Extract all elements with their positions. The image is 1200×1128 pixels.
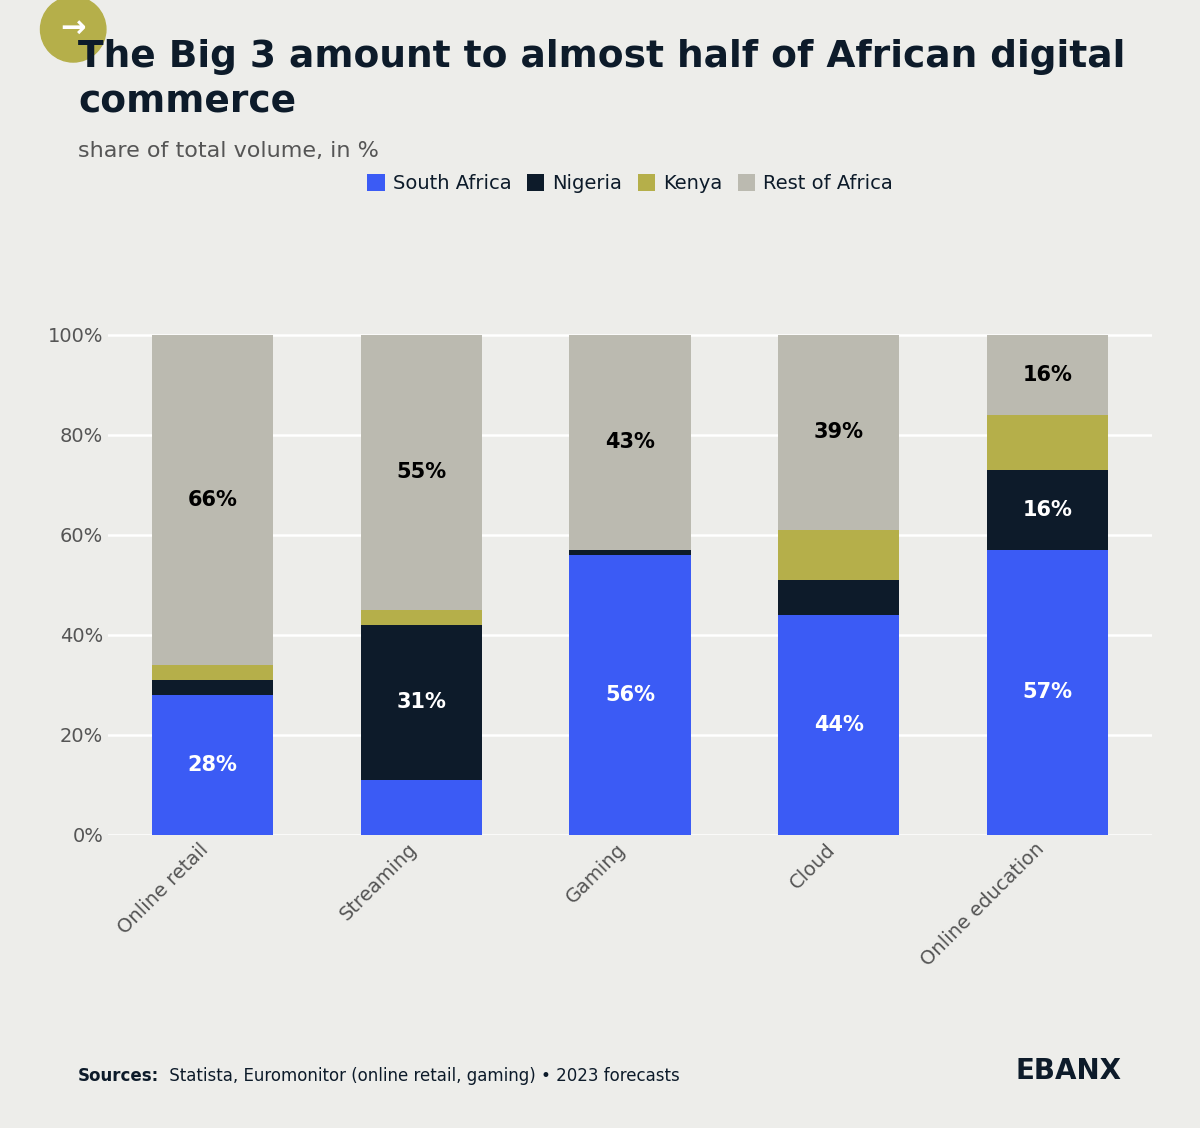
Bar bbox=[152, 680, 272, 695]
Bar bbox=[779, 335, 899, 530]
Bar bbox=[570, 335, 690, 549]
Bar bbox=[779, 580, 899, 615]
Text: 31%: 31% bbox=[396, 693, 446, 712]
Bar bbox=[570, 555, 690, 835]
Bar bbox=[152, 335, 272, 664]
Bar bbox=[570, 549, 690, 555]
Text: 55%: 55% bbox=[396, 462, 446, 482]
Text: EBANX: EBANX bbox=[1016, 1057, 1122, 1085]
Text: 16%: 16% bbox=[1022, 364, 1073, 385]
Legend: South Africa, Nigeria, Kenya, Rest of Africa: South Africa, Nigeria, Kenya, Rest of Af… bbox=[360, 166, 900, 201]
Text: share of total volume, in %: share of total volume, in % bbox=[78, 141, 379, 161]
Text: 16%: 16% bbox=[1022, 500, 1073, 520]
Bar bbox=[361, 625, 481, 779]
Text: 57%: 57% bbox=[1022, 682, 1073, 702]
Bar bbox=[361, 779, 481, 835]
Text: 56%: 56% bbox=[605, 685, 655, 705]
Text: →: → bbox=[60, 15, 86, 44]
Text: 39%: 39% bbox=[814, 422, 864, 442]
Text: 43%: 43% bbox=[605, 432, 655, 452]
Circle shape bbox=[41, 0, 106, 62]
Text: The Big 3 amount to almost half of African digital: The Big 3 amount to almost half of Afric… bbox=[78, 39, 1126, 76]
Bar bbox=[152, 664, 272, 680]
Text: commerce: commerce bbox=[78, 85, 296, 121]
Bar bbox=[361, 609, 481, 625]
Text: 44%: 44% bbox=[814, 715, 864, 734]
Bar bbox=[988, 549, 1108, 835]
Bar bbox=[361, 335, 481, 609]
Text: 28%: 28% bbox=[187, 755, 238, 775]
Bar bbox=[779, 615, 899, 835]
Bar bbox=[152, 695, 272, 835]
Bar bbox=[988, 415, 1108, 469]
Text: Sources:: Sources: bbox=[78, 1067, 160, 1085]
Text: 66%: 66% bbox=[187, 490, 238, 510]
Bar bbox=[779, 530, 899, 580]
Bar bbox=[988, 469, 1108, 549]
Bar bbox=[988, 335, 1108, 415]
Text: Statista, Euromonitor (online retail, gaming) • 2023 forecasts: Statista, Euromonitor (online retail, ga… bbox=[164, 1067, 680, 1085]
